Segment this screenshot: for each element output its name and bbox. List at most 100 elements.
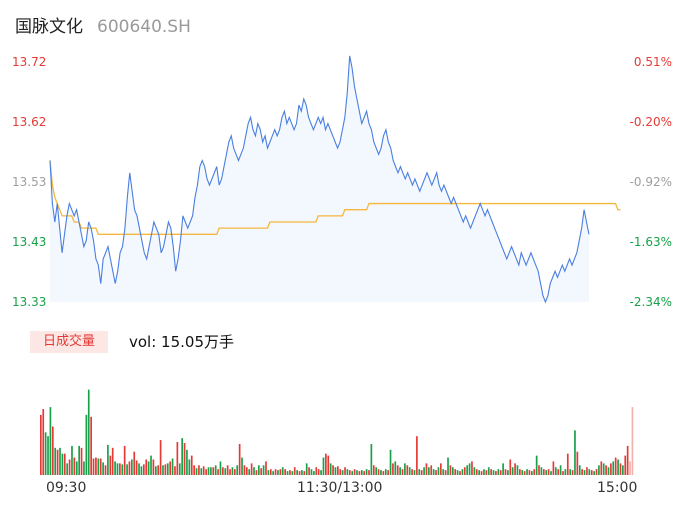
volume-bar	[262, 465, 265, 475]
volume-bar	[425, 463, 428, 475]
volume-bar	[468, 463, 471, 475]
volume-bar	[119, 463, 121, 475]
volume-bar	[272, 471, 275, 475]
volume-bar	[514, 463, 516, 475]
volume-bar	[176, 442, 179, 475]
volume-bar	[622, 465, 624, 475]
volume-bar	[133, 451, 136, 475]
volume-bar	[116, 463, 119, 475]
volume-bar	[612, 461, 615, 475]
volume-bar	[147, 461, 150, 475]
volume-bar	[293, 467, 296, 475]
volume-bar	[159, 440, 162, 475]
volume-bar	[487, 467, 490, 475]
volume-bar	[574, 430, 576, 475]
volume-bar	[157, 465, 160, 475]
volume-bar	[521, 470, 524, 475]
volume-bar	[286, 471, 289, 475]
volume-bar	[564, 469, 567, 475]
volume-bar	[327, 455, 330, 475]
volume-bar	[205, 469, 207, 475]
volume-bar	[516, 465, 519, 475]
volume-bar	[44, 432, 47, 475]
volume-bar	[332, 465, 334, 475]
volume-bar	[602, 463, 605, 475]
volume-bar	[131, 459, 133, 475]
volume-bar	[315, 467, 318, 475]
volume-bar	[212, 467, 215, 475]
volume-bar	[73, 457, 76, 475]
volume-bar	[586, 467, 588, 475]
volume-bar	[322, 457, 325, 475]
volume-bar	[545, 470, 548, 475]
volume-bar	[66, 463, 69, 475]
volume-bar	[274, 469, 277, 475]
volume-bar	[346, 469, 349, 475]
volume-bar	[339, 469, 342, 475]
x-label-close: 15:00	[597, 480, 638, 496]
volume-bar	[178, 463, 181, 475]
volume-bar	[351, 471, 354, 475]
daily-volume-tab[interactable]: 日成交量	[30, 331, 108, 353]
volume-bar	[538, 465, 540, 475]
volume-bar	[593, 471, 595, 475]
volume-bar	[557, 469, 560, 475]
volume-bar	[475, 469, 478, 475]
volume-bar	[437, 467, 440, 475]
volume-bar	[243, 465, 246, 475]
volume-bar	[231, 467, 234, 475]
stock-name: 国脉文化	[15, 17, 83, 37]
volume-bar	[169, 461, 172, 475]
volume-bar	[605, 465, 607, 475]
price-tick-label: 13.53	[12, 175, 46, 189]
volume-bar	[404, 463, 406, 475]
stock-code: 600640.SH	[97, 17, 191, 37]
volume-bar	[121, 464, 124, 475]
volume-bar	[581, 469, 583, 475]
volume-bar	[253, 467, 255, 475]
volume-bar	[629, 461, 631, 475]
volume-bar	[186, 449, 188, 475]
volume-bar	[40, 414, 42, 475]
volume-bar	[382, 471, 385, 475]
volume-bar	[234, 469, 236, 475]
volume-bar	[370, 443, 373, 475]
volume-bar	[360, 470, 363, 475]
volume-bar	[478, 470, 480, 475]
volume-bar	[389, 449, 392, 475]
volume-bar	[190, 455, 193, 475]
volume-bar	[451, 467, 454, 475]
volume-bar	[63, 453, 66, 475]
volume-bar	[255, 470, 258, 475]
volume-bar	[260, 468, 263, 475]
volume-bar	[150, 455, 152, 475]
volume-bar	[356, 470, 358, 475]
volume-bar	[219, 461, 222, 475]
volume-bar	[142, 464, 145, 475]
volume-bar	[432, 469, 435, 475]
volume-bar	[485, 470, 488, 475]
volume-bar	[416, 436, 418, 475]
volume-bar	[214, 465, 217, 475]
volume-bar	[75, 461, 78, 475]
volume-bar	[341, 470, 344, 475]
volume-bar	[313, 471, 315, 475]
volume-bar	[492, 470, 495, 475]
volume-bar	[61, 453, 64, 475]
volume-bar	[87, 389, 90, 475]
volume-bar	[463, 467, 466, 475]
volume-bar	[420, 470, 423, 475]
percent-tick-label: -0.92%	[630, 175, 672, 189]
volume-bar	[337, 466, 339, 475]
volume-bar	[80, 447, 83, 475]
volume-bar	[559, 465, 562, 475]
volume-bar	[423, 467, 425, 475]
volume-bar	[188, 459, 191, 475]
volume-bar	[607, 467, 610, 475]
volume-bar	[495, 471, 497, 475]
volume-bar	[511, 467, 514, 475]
volume-bar	[473, 467, 476, 475]
average-price-line	[49, 160, 621, 235]
volume-bar	[241, 457, 243, 475]
volume-bar	[406, 465, 409, 475]
